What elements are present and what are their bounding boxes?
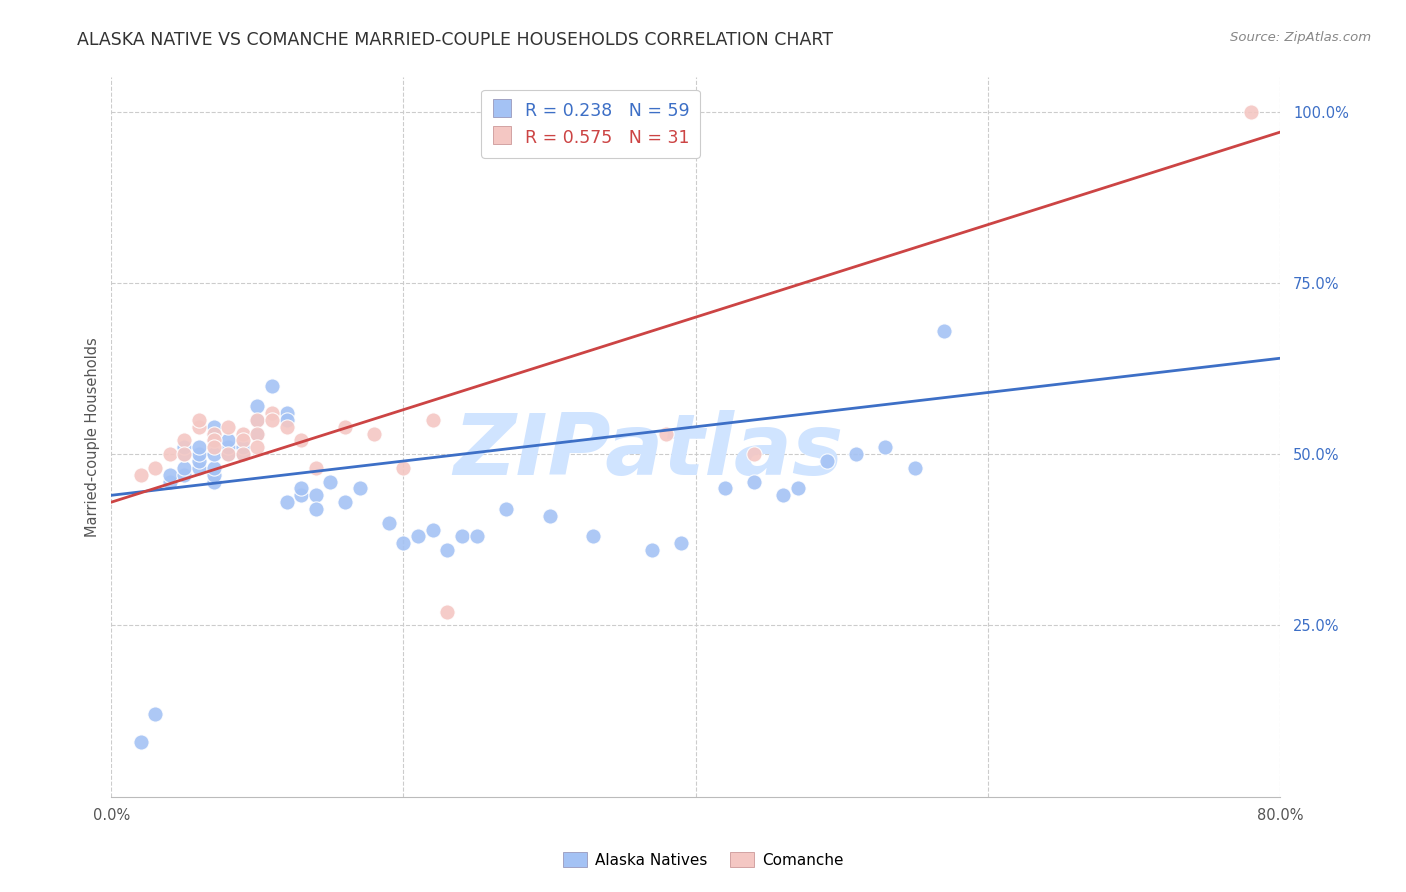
Point: [202, 461, 225, 475]
Point: [276, 419, 298, 434]
Point: [875, 440, 897, 454]
Point: [159, 475, 181, 489]
Point: [641, 543, 664, 558]
Point: [276, 495, 298, 509]
Point: [232, 447, 254, 461]
Point: [173, 461, 195, 475]
Point: [392, 461, 415, 475]
Point: [815, 454, 838, 468]
Text: ALASKA NATIVE VS COMANCHE MARRIED-COUPLE HOUSEHOLDS CORRELATION CHART: ALASKA NATIVE VS COMANCHE MARRIED-COUPLE…: [77, 31, 834, 49]
Point: [305, 461, 328, 475]
Point: [305, 488, 328, 502]
Point: [217, 447, 239, 461]
Point: [173, 467, 195, 482]
Point: [451, 529, 474, 543]
Point: [349, 482, 371, 496]
Point: [290, 488, 312, 502]
Point: [202, 447, 225, 461]
Point: [422, 523, 444, 537]
Point: [1239, 104, 1261, 119]
Point: [305, 502, 328, 516]
Point: [202, 467, 225, 482]
Point: [202, 434, 225, 448]
Point: [217, 440, 239, 454]
Point: [495, 502, 517, 516]
Point: [159, 467, 181, 482]
Point: [932, 324, 955, 338]
Point: [333, 495, 356, 509]
Text: ZIPatlas: ZIPatlas: [454, 410, 844, 493]
Point: [742, 447, 765, 461]
Point: [276, 406, 298, 420]
Point: [129, 735, 152, 749]
Point: [669, 536, 692, 550]
Point: [246, 399, 269, 413]
Point: [202, 434, 225, 448]
Point: [363, 426, 385, 441]
Point: [742, 475, 765, 489]
Point: [713, 482, 735, 496]
Legend: Alaska Natives, Comanche: Alaska Natives, Comanche: [557, 846, 849, 873]
Point: [232, 440, 254, 454]
Point: [173, 440, 195, 454]
Point: [159, 447, 181, 461]
Point: [217, 434, 239, 448]
Point: [173, 447, 195, 461]
Point: [436, 605, 458, 619]
Point: [246, 413, 269, 427]
Point: [406, 529, 429, 543]
Point: [202, 426, 225, 441]
Point: [188, 419, 211, 434]
Point: [786, 482, 808, 496]
Point: [772, 488, 794, 502]
Point: [143, 461, 166, 475]
Point: [188, 454, 211, 468]
Text: Source: ZipAtlas.com: Source: ZipAtlas.com: [1230, 31, 1371, 45]
Point: [436, 543, 458, 558]
Point: [232, 426, 254, 441]
Point: [465, 529, 488, 543]
Point: [217, 447, 239, 461]
Point: [655, 426, 678, 441]
Point: [143, 707, 166, 722]
Point: [188, 440, 211, 454]
Point: [378, 516, 401, 530]
Point: [319, 475, 342, 489]
Y-axis label: Married-couple Households: Married-couple Households: [86, 337, 100, 537]
Point: [290, 434, 312, 448]
Point: [246, 426, 269, 441]
Point: [217, 419, 239, 434]
Point: [232, 434, 254, 448]
Point: [392, 536, 415, 550]
Point: [260, 406, 283, 420]
Point: [188, 413, 211, 427]
Point: [276, 413, 298, 427]
Point: [904, 461, 927, 475]
Point: [246, 413, 269, 427]
Point: [202, 419, 225, 434]
Point: [202, 426, 225, 441]
Point: [188, 447, 211, 461]
Point: [173, 434, 195, 448]
Point: [333, 419, 356, 434]
Point: [129, 467, 152, 482]
Point: [246, 440, 269, 454]
Point: [290, 482, 312, 496]
Point: [422, 413, 444, 427]
Point: [188, 461, 211, 475]
Point: [232, 447, 254, 461]
Point: [538, 508, 561, 523]
Point: [260, 413, 283, 427]
Legend: R = 0.238   N = 59, R = 0.575   N = 31: R = 0.238 N = 59, R = 0.575 N = 31: [481, 90, 700, 158]
Point: [582, 529, 605, 543]
Point: [173, 447, 195, 461]
Point: [202, 440, 225, 454]
Point: [260, 378, 283, 392]
Point: [246, 426, 269, 441]
Point: [202, 475, 225, 489]
Point: [845, 447, 868, 461]
